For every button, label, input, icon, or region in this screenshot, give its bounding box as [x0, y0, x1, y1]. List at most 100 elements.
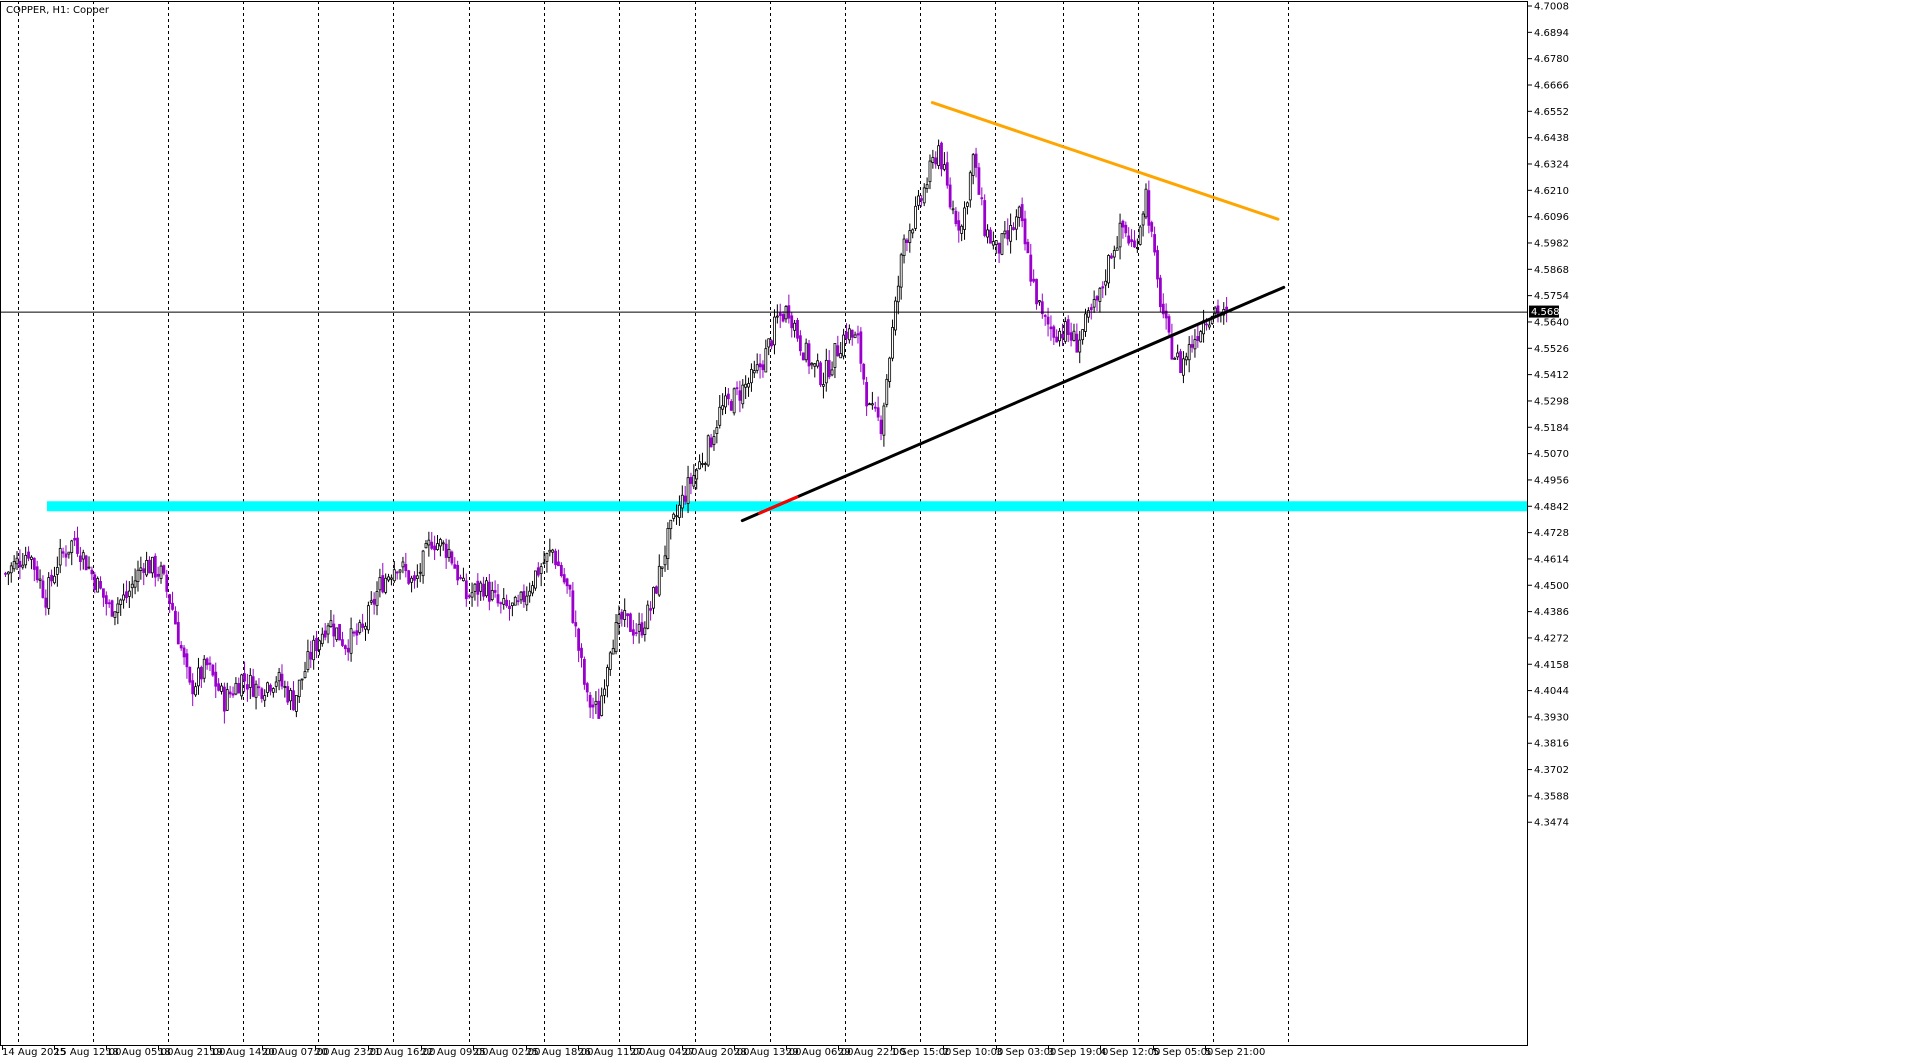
candle-body — [102, 588, 105, 598]
candle-body — [84, 555, 88, 571]
x-tick-label: 25 Aug 18:00 — [526, 1047, 593, 1058]
candle — [202, 655, 206, 683]
candle-body — [1199, 331, 1203, 343]
candle-body — [188, 666, 192, 683]
candle — [84, 554, 88, 571]
candle — [266, 681, 269, 697]
candle-body — [856, 333, 860, 336]
candle — [991, 231, 995, 250]
candle-body — [430, 541, 434, 549]
candle-body — [387, 576, 390, 581]
candle-body — [294, 695, 298, 712]
candle — [499, 601, 503, 614]
y-tick-label: 4.6438 — [1534, 133, 1569, 144]
candle — [1138, 224, 1142, 246]
candle-body — [775, 315, 779, 318]
candle-body — [1187, 344, 1191, 361]
candle-body — [119, 599, 123, 605]
candle — [366, 601, 370, 634]
candle — [1187, 336, 1191, 373]
candle — [954, 207, 958, 227]
candle — [606, 664, 609, 698]
candle — [1069, 322, 1073, 347]
trendline-rising-support[interactable] — [740, 285, 1286, 523]
candle-body — [801, 352, 805, 361]
candle-body — [490, 590, 494, 601]
candle-body — [1098, 287, 1102, 302]
candle — [12, 555, 16, 572]
candle — [925, 177, 929, 193]
candle — [263, 689, 267, 707]
price-axis[interactable]: 4.7008 4.6894 4.6780 4.6666 4.6552 4.6438 4.63… — [1528, 2, 1569, 829]
candle-body — [741, 384, 745, 405]
candle — [312, 635, 316, 670]
candle — [1061, 323, 1064, 346]
candle-body — [179, 645, 183, 649]
trendline-rising-support-highlight[interactable] — [758, 495, 799, 515]
candle — [4, 571, 7, 578]
candle — [15, 551, 19, 570]
candle-body — [395, 571, 399, 574]
candle — [513, 595, 517, 606]
candle-body — [937, 145, 941, 166]
candle — [220, 682, 223, 695]
candle — [738, 380, 742, 413]
candle-body — [1072, 330, 1076, 341]
candle-body — [896, 285, 900, 303]
candle-body — [441, 542, 445, 545]
candle-body — [617, 614, 621, 624]
candle — [528, 582, 532, 603]
candle-body — [214, 671, 218, 687]
candle-body — [1156, 250, 1159, 280]
candle — [1072, 323, 1076, 342]
candle — [248, 668, 252, 700]
candle — [418, 563, 422, 583]
candle — [55, 556, 59, 587]
candle — [934, 151, 938, 169]
candle — [1127, 227, 1131, 246]
candle — [862, 362, 866, 385]
candle-body — [963, 207, 966, 230]
y-tick-label: 4.7008 — [1534, 2, 1569, 13]
candle — [876, 396, 880, 421]
candle-body — [669, 519, 673, 530]
candle-body — [623, 610, 627, 620]
candle-body — [254, 683, 258, 698]
candle-body — [945, 162, 949, 186]
candle — [675, 504, 678, 525]
candle-body — [381, 575, 385, 593]
candle — [643, 621, 647, 642]
candle-body — [30, 556, 33, 560]
candle-body — [35, 566, 39, 581]
candle — [438, 537, 442, 557]
trendline-resistance[interactable] — [930, 101, 1280, 221]
candle — [819, 360, 822, 387]
candle-body — [1020, 204, 1024, 222]
candle-body — [1190, 344, 1194, 348]
x-tick-label: 26 Aug 11:00 — [578, 1047, 645, 1058]
candle-body — [980, 197, 984, 200]
support-zone[interactable] — [47, 501, 1528, 512]
candle — [940, 141, 943, 177]
candle-body — [868, 403, 871, 406]
candle — [870, 391, 874, 410]
candle-body — [1101, 286, 1105, 289]
candle-body — [44, 597, 48, 608]
candle — [968, 170, 972, 208]
current-price-layer: 4.5685 — [0, 305, 1566, 318]
y-tick-label: 4.5412 — [1534, 370, 1569, 381]
candle-body — [199, 666, 203, 680]
candle-body — [773, 316, 776, 346]
trendlines[interactable] — [740, 101, 1286, 523]
candle-body — [922, 187, 926, 204]
candle-body — [148, 559, 151, 574]
candle — [778, 303, 782, 328]
candle-body — [24, 554, 28, 566]
candle — [680, 485, 684, 518]
candle — [937, 139, 941, 170]
candle-body — [21, 564, 25, 568]
candle-body — [438, 539, 442, 547]
